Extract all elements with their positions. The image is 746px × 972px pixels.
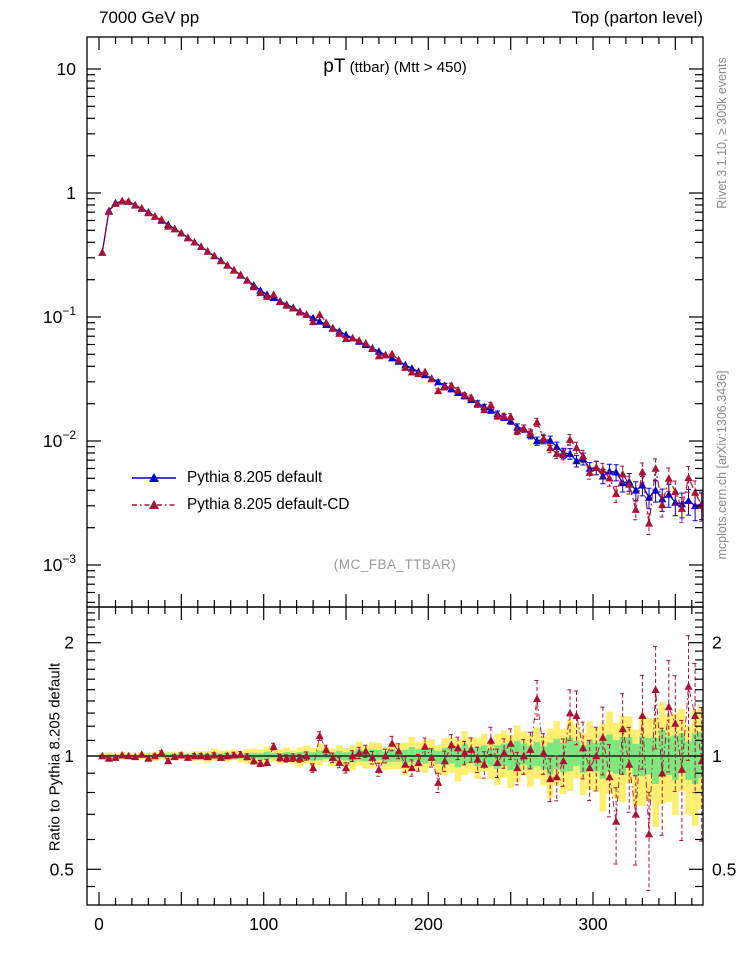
svg-text:2: 2 — [64, 633, 74, 653]
svg-text:1: 1 — [64, 746, 74, 766]
ratio-series-pythia-default-cd — [98, 635, 703, 891]
svg-text:100: 100 — [249, 914, 278, 934]
svg-text:10: 10 — [57, 59, 77, 79]
main-y-axis-ticks — [87, 68, 703, 603]
svg-text:200: 200 — [414, 914, 443, 934]
legend: Pythia 8.205 default Pythia 8.205 defaul… — [130, 464, 349, 518]
legend-item-pythia-default-cd: Pythia 8.205 default-CD — [130, 491, 349, 518]
legend-label: Pythia 8.205 default — [187, 468, 323, 486]
svg-text:10−1: 10−1 — [43, 304, 76, 327]
svg-text:300: 300 — [578, 914, 607, 934]
svg-text:2: 2 — [712, 633, 722, 653]
svg-text:0.5: 0.5 — [712, 859, 736, 879]
svg-text:10−3: 10−3 — [43, 552, 76, 575]
svg-text:0.5: 0.5 — [50, 859, 74, 879]
svg-text:1: 1 — [66, 183, 76, 203]
rivet-version-note: Rivet 3.1.10, ≥ 300k events — [715, 57, 729, 209]
analysis-label: Top (parton level) — [571, 8, 703, 27]
svg-text:0: 0 — [94, 914, 104, 934]
main-panel-frame — [86, 36, 704, 608]
plot-title-observable: pT — [323, 56, 346, 77]
plot-title-cut: (ttbar) (Mtt > 450) — [345, 59, 467, 76]
legend-item-pythia-default: Pythia 8.205 default — [130, 464, 349, 491]
beam-energy-label: 7000 GeV pp — [99, 8, 200, 27]
ratio-axis-title: Ratio to Pythia 8.205 default — [46, 662, 64, 852]
legend-marker-dashdot-triangle-icon — [132, 499, 176, 509]
x-axis-ticks — [98, 37, 693, 905]
plot-title: pT (ttbar) (Mtt > 450) — [87, 56, 703, 78]
svg-text:1: 1 — [712, 746, 722, 766]
mcplots-reference-note: mcplots.cern.ch [arXiv:1306.3436] — [715, 370, 729, 560]
svg-text:10−2: 10−2 — [43, 428, 76, 451]
axis-tick-labels: 0 100 200 300 10 1 10−1 10−2 10−3 2 2 1 1 0.5 0.5 — [43, 59, 736, 934]
analysis-watermark: (MC_FBA_TTBAR) — [333, 557, 457, 572]
legend-label: Pythia 8.205 default-CD — [187, 495, 350, 513]
legend-marker-solid-triangle-icon — [132, 472, 176, 482]
ratio-y-axis-ticks — [87, 612, 703, 888]
